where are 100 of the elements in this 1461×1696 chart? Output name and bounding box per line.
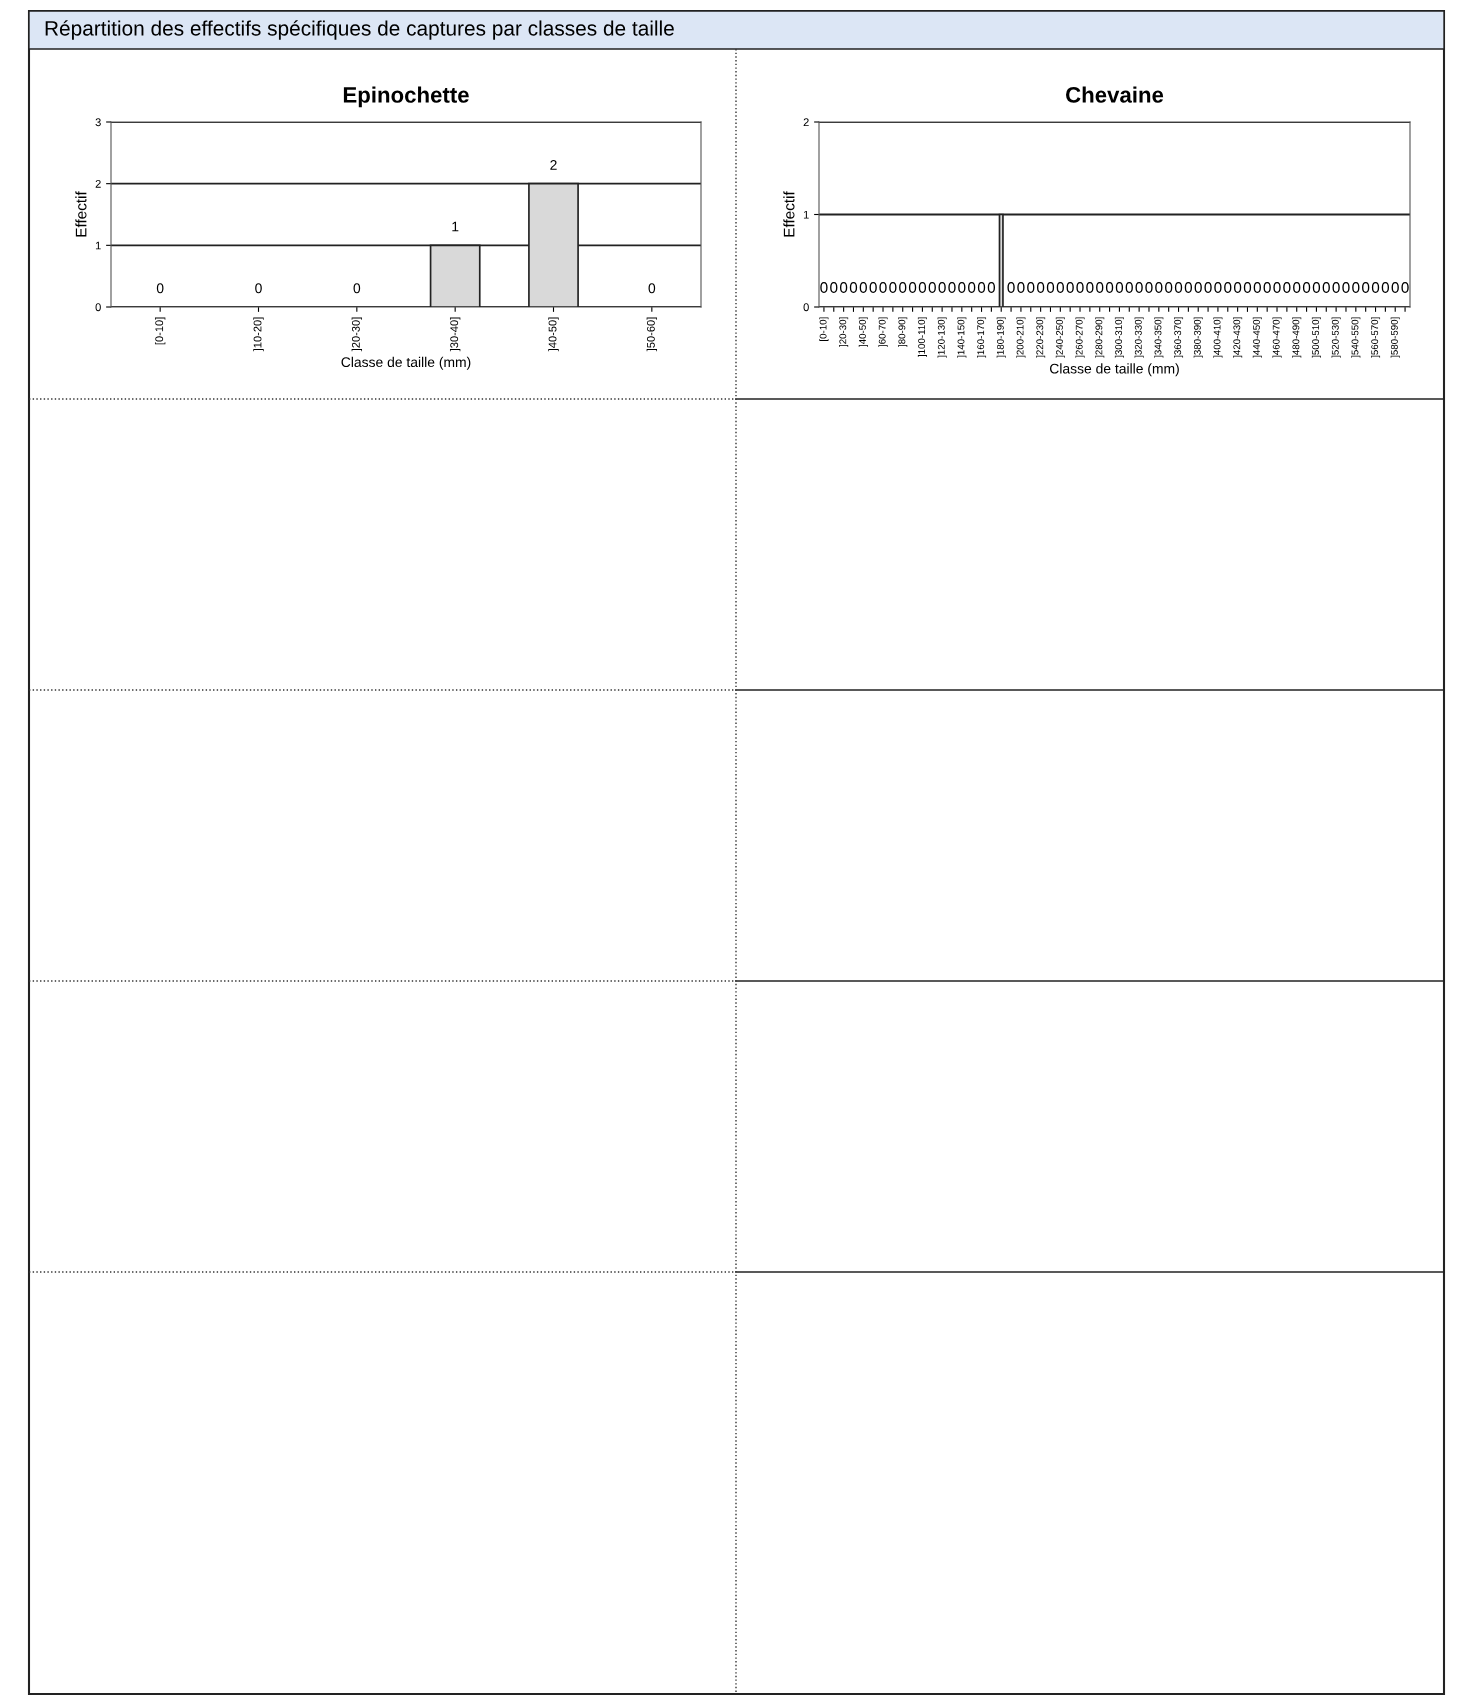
y-tick-label: 3 [95,118,101,127]
data-label: 0 [1391,282,1399,293]
data-label: 0 [1194,282,1202,293]
data-label: 0 [255,283,262,294]
data-label: 0 [968,282,976,293]
data-label: 0 [1046,282,1055,293]
data-label: 0 [938,282,946,293]
data-label: 0 [1302,282,1311,293]
data-label: 0 [1371,282,1380,293]
data-label: 0 [1224,282,1232,293]
x-tick-label: ]300-310] [1114,317,1124,358]
data-label: 0 [1105,282,1114,293]
x-tick-label: ]320-330] [1134,317,1144,358]
x-tick-label: ]200-210] [1016,317,1026,358]
data-label: 0 [928,282,936,293]
data-label: 0 [1017,282,1025,293]
data-label: 0 [1283,282,1291,293]
x-tick-label: ]160-170] [976,317,987,358]
data-label: 0 [1076,282,1084,293]
x-tick-label: ]360-370] [1173,317,1184,358]
data-label: 0 [1096,282,1104,293]
data-label: 0 [1312,282,1321,293]
x-tick-label: ]30-40] [449,317,461,352]
data-label: 0 [839,282,848,293]
data-label: 0 [1214,282,1222,293]
data-label: 0 [859,282,867,293]
y-tick-label: 0 [803,303,809,312]
x-tick-label: [0-10] [819,317,829,341]
data-label: 0 [1233,282,1242,293]
data-label: 0 [1332,282,1340,293]
data-label: 0 [1401,282,1409,293]
x-tick-label: ]340-350] [1154,317,1164,358]
x-tick-label: ]180-190] [996,317,1006,358]
y-tick-label: 2 [95,179,101,188]
data-label: 0 [849,282,858,293]
x-tick-label: ]50-60] [646,317,658,352]
data-label: 2 [550,159,557,170]
data-label: 0 [958,282,966,293]
x-tick-label: ]260-270] [1075,317,1085,358]
data-label: 0 [1204,282,1212,293]
data-label: 0 [899,282,907,293]
data-label: 0 [820,282,828,293]
x-tick-label: ]420-430] [1233,317,1243,358]
x-tick-label: ]120-130] [937,317,947,358]
y-axis-title: Effectif [783,191,795,237]
data-label: 0 [1145,282,1153,293]
x-tick-label: ]40-50] [858,317,868,347]
data-label: 0 [987,282,996,293]
y-tick-label: 0 [95,303,101,312]
data-label: 0 [1155,282,1163,293]
text: Répartition des effectifs spécifiques de captures par classes de taille [45,20,674,40]
x-tick-label: ]40-50] [548,317,559,352]
x-tick-label: ]460-470] [1272,317,1282,358]
data-label: 0 [908,282,917,293]
data-label: 0 [1056,282,1064,293]
x-tick-label: ]440-450] [1252,317,1262,358]
x-tick-label: ]20-30] [839,317,849,347]
data-label: 0 [1362,282,1370,293]
data-label: 0 [1253,282,1261,293]
data-label: 0 [948,282,956,293]
data-label: 0 [1352,282,1360,293]
x-tick-label: ]480-490] [1292,317,1302,358]
data-label: 0 [1066,282,1074,293]
x-tick-label: ]140-150] [957,317,967,358]
data-label: 0 [977,282,986,293]
y-axis-title: Effectif [75,191,87,237]
data-label: 0 [1342,282,1350,293]
data-label: 0 [1027,282,1035,293]
x-tick-label: ]520-530] [1331,317,1341,358]
data-label: 0 [1381,282,1390,293]
x-tick-label: ]580-590] [1390,317,1400,358]
data-label: 0 [1086,282,1094,293]
data-label: 0 [1165,282,1173,293]
x-tick-label: ]560-570] [1370,317,1381,358]
x-tick-label: ]240-250] [1055,317,1065,358]
x-tick-label: ]80-90] [898,317,908,347]
data-label: 0 [1174,282,1183,293]
x-tick-label: ]500-510] [1311,317,1321,358]
chart-title: Epinochette [343,86,469,108]
data-label: 0 [353,283,361,294]
x-tick-label: [0-10] [154,317,166,345]
y-tick-label: 2 [803,118,809,127]
data-label: 0 [1293,282,1301,293]
x-axis-title: Classe de taille (mm) [1049,363,1179,377]
x-tick-label: ]280-290] [1095,317,1105,358]
data-label: 0 [918,282,927,293]
data-label: 0 [1243,282,1252,293]
y-tick-label: 1 [95,241,101,250]
data-label: 1 [452,221,459,232]
data-label: 0 [889,282,897,293]
data-label: 0 [1007,282,1015,293]
data-label: 0 [1273,282,1281,293]
chart-title: Chevaine [1066,86,1164,103]
data-label: 0 [648,283,656,294]
x-axis-title: Classe de taille (mm) [341,356,471,370]
data-label: 0 [1322,282,1330,293]
data-label: 0 [879,282,887,293]
x-tick-label: ]540-550] [1351,317,1361,358]
data-label: 0 [1263,282,1271,293]
data-label: 0 [1125,282,1133,293]
